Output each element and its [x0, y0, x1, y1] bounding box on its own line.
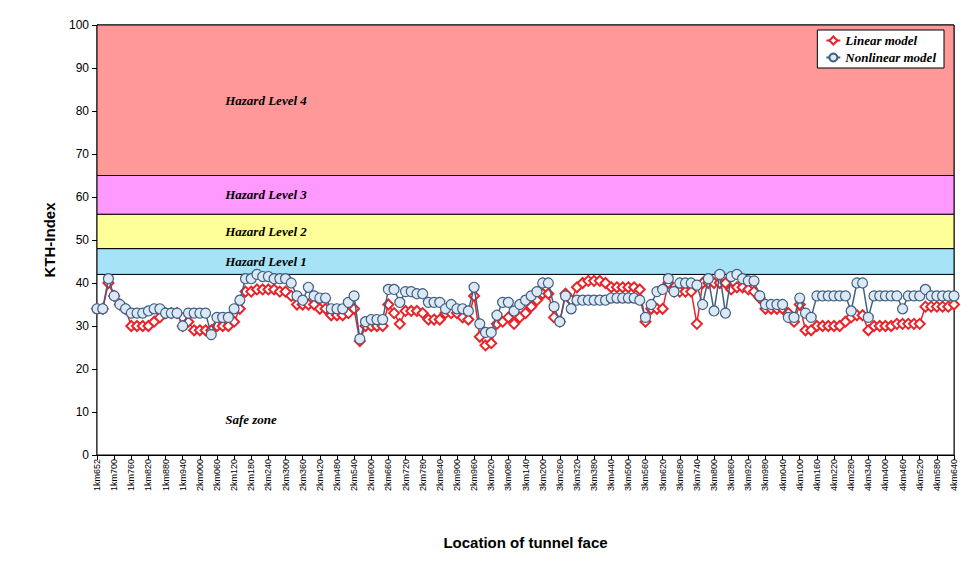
svg-text:2km960: 2km960	[469, 459, 479, 491]
svg-text:4km580: 4km580	[932, 459, 942, 491]
svg-text:20: 20	[76, 362, 90, 376]
svg-text:Safe zone: Safe zone	[225, 412, 277, 427]
svg-text:3km500: 3km500	[623, 459, 633, 491]
svg-text:50: 50	[76, 233, 90, 247]
svg-text:1km820: 1km820	[143, 459, 153, 491]
svg-text:1km940: 1km940	[178, 459, 188, 491]
svg-text:100: 100	[69, 18, 89, 32]
svg-text:3km320: 3km320	[572, 459, 582, 491]
svg-text:1km880: 1km880	[161, 459, 171, 491]
svg-text:3km800: 3km800	[709, 459, 719, 491]
svg-text:4km040: 4km040	[778, 459, 788, 491]
svg-text:Nonlinear model: Nonlinear model	[844, 50, 936, 65]
svg-text:1km652: 1km652	[92, 459, 102, 491]
svg-text:70: 70	[76, 147, 90, 161]
svg-text:3km140: 3km140	[521, 459, 531, 491]
svg-text:4km100: 4km100	[795, 459, 805, 491]
svg-text:4km640: 4km640	[949, 459, 959, 491]
svg-text:2km240: 2km240	[263, 459, 273, 491]
svg-text:Hazard Level 3: Hazard Level 3	[224, 187, 307, 202]
svg-text:Location of tunnel face: Location of tunnel face	[443, 534, 607, 551]
svg-text:2km300: 2km300	[281, 459, 291, 491]
svg-text:4km400: 4km400	[880, 459, 890, 491]
svg-text:3km740: 3km740	[692, 459, 702, 491]
svg-text:3km920: 3km920	[743, 459, 753, 491]
svg-text:4km340: 4km340	[863, 459, 873, 491]
svg-text:2km060: 2km060	[212, 459, 222, 491]
svg-text:Hazard Level 4: Hazard Level 4	[224, 93, 307, 108]
svg-text:90: 90	[76, 61, 90, 75]
svg-text:2km180: 2km180	[246, 459, 256, 491]
svg-text:3km440: 3km440	[606, 459, 616, 491]
svg-text:3km560: 3km560	[640, 459, 650, 491]
svg-text:Hazard Level 2: Hazard Level 2	[224, 224, 307, 239]
svg-text:2km840: 2km840	[435, 459, 445, 491]
svg-text:2km120: 2km120	[229, 459, 239, 491]
svg-text:10: 10	[76, 405, 90, 419]
svg-text:3km860: 3km860	[726, 459, 736, 491]
svg-text:3km080: 3km080	[503, 459, 513, 491]
svg-text:2km420: 2km420	[315, 459, 325, 491]
svg-text:3km680: 3km680	[675, 459, 685, 491]
svg-text:2km480: 2km480	[332, 459, 342, 491]
svg-text:4km220: 4km220	[829, 459, 839, 491]
svg-text:2km720: 2km720	[401, 459, 411, 491]
svg-text:2km360: 2km360	[298, 459, 308, 491]
svg-text:3km020: 3km020	[486, 459, 496, 491]
svg-text:2km780: 2km780	[418, 459, 428, 491]
svg-text:3km200: 3km200	[538, 459, 548, 491]
svg-text:4km460: 4km460	[898, 459, 908, 491]
svg-text:3km980: 3km980	[760, 459, 770, 491]
svg-text:80: 80	[76, 104, 90, 118]
svg-text:4km280: 4km280	[846, 459, 856, 491]
svg-text:KTH-Index: KTH-Index	[41, 202, 58, 278]
svg-text:1km700: 1km700	[109, 459, 119, 491]
svg-text:2km540: 2km540	[349, 459, 359, 491]
svg-text:2km900: 2km900	[452, 459, 462, 491]
svg-text:1km760: 1km760	[126, 459, 136, 491]
svg-text:40: 40	[76, 276, 90, 290]
svg-text:4km160: 4km160	[812, 459, 822, 491]
svg-text:0: 0	[82, 448, 89, 462]
svg-text:2km600: 2km600	[366, 459, 376, 491]
svg-text:60: 60	[76, 190, 90, 204]
svg-text:4km520: 4km520	[915, 459, 925, 491]
svg-text:2km000: 2km000	[195, 459, 205, 491]
svg-text:Linear model: Linear model	[844, 33, 917, 48]
svg-text:3km260: 3km260	[555, 459, 565, 491]
svg-text:30: 30	[76, 319, 90, 333]
svg-text:3km620: 3km620	[658, 459, 668, 491]
svg-text:2km660: 2km660	[383, 459, 393, 491]
svg-text:Hazard Level 1: Hazard Level 1	[224, 254, 307, 269]
svg-text:3km380: 3km380	[589, 459, 599, 491]
